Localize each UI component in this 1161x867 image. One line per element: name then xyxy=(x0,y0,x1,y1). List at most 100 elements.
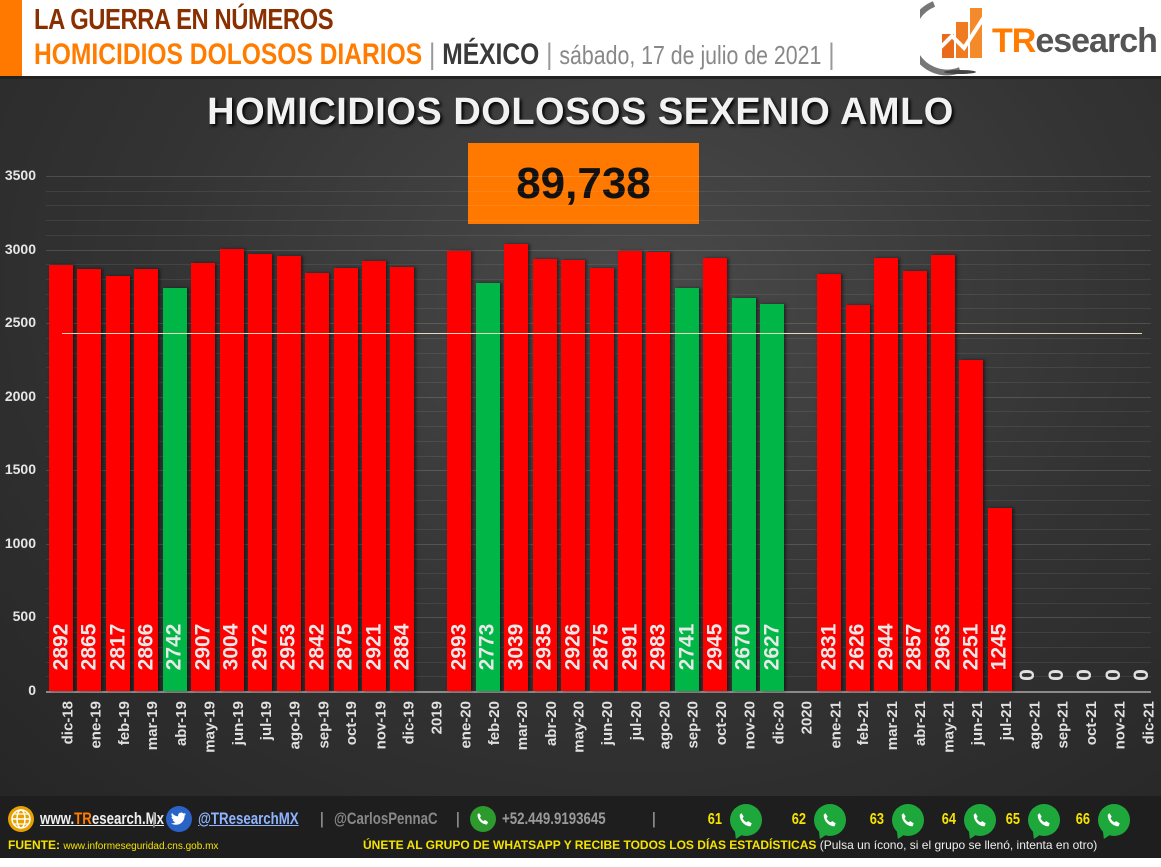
bar-sep-20: 2741 xyxy=(674,287,699,691)
bar-value-label: 1245 xyxy=(987,623,1011,671)
x-axis-label: ago-20 xyxy=(656,701,674,750)
whatsapp-icon[interactable] xyxy=(891,804,924,836)
x-axis-label: feb-20 xyxy=(485,701,503,746)
bar-sep-19: 2842 xyxy=(305,272,330,691)
whatsapp-icon[interactable] xyxy=(729,804,762,836)
header-accent-bar xyxy=(0,0,22,76)
bar-value-label: 2670 xyxy=(731,623,755,671)
bar-value-label: 2741 xyxy=(674,623,698,671)
x-axis-label: abr-21 xyxy=(912,701,930,747)
x-axis-label: 2019 xyxy=(428,701,446,735)
bar-value-label: 3004 xyxy=(219,623,243,671)
globe-icon xyxy=(8,806,34,832)
bar-ene-19: 2865 xyxy=(77,269,102,691)
bar-mar-20: 3039 xyxy=(504,243,529,691)
logo-chart-icon xyxy=(920,1,988,76)
x-axis-label: jun-19 xyxy=(229,701,247,746)
bar-value-label: 2866 xyxy=(134,623,158,671)
x-axis-label: feb-21 xyxy=(855,701,873,746)
phone-number: +52.449.9193645 xyxy=(502,809,606,828)
bar-value-label: 2963 xyxy=(930,623,954,671)
gridline xyxy=(46,220,1151,222)
bar-nov-19: 2921 xyxy=(361,261,386,691)
chart-area: HOMICIDIOS DOLOSOS SEXENIO AMLO 89,738 0… xyxy=(0,76,1161,796)
source-url[interactable]: www.informeseguridad.cns.gob.mx xyxy=(63,841,219,852)
tresearch-logo: TResearch xyxy=(920,0,1160,76)
x-axis-label: may-19 xyxy=(201,701,219,753)
footer-source-row: FUENTE: www.informeseguridad.cns.gob.mx … xyxy=(8,838,1158,852)
whatsapp-group-62[interactable]: 62 xyxy=(790,804,846,836)
whatsapp-icon[interactable] xyxy=(963,804,996,836)
whatsapp-group-65[interactable]: 65 xyxy=(1004,804,1060,836)
bar-value-label: 3039 xyxy=(504,623,528,671)
whatsapp-icon[interactable] xyxy=(1027,804,1060,836)
bar-jun-21: 2251 xyxy=(959,359,984,691)
bar-jul-20: 2991 xyxy=(618,250,642,691)
gridline xyxy=(46,264,1151,266)
personal-handle: @CarlosPennaC xyxy=(334,809,438,828)
phone-icon xyxy=(470,806,496,832)
bar-value-label: 2993 xyxy=(447,623,471,671)
gridline xyxy=(46,205,1151,207)
x-axis-label: jul-20 xyxy=(628,701,645,741)
bar-jun-20: 2875 xyxy=(589,267,614,691)
footer-contacts: www.TResearch.Mx | @TResearchMX | @Carlo… xyxy=(8,806,657,832)
header-subject: HOMICIDIOS DOLOSOS DIARIOS xyxy=(34,38,423,71)
twitter-link[interactable]: @TResearchMX xyxy=(198,809,299,828)
bar-value-label: 0 xyxy=(1101,669,1125,681)
chart-title: HOMICIDIOS DOLOSOS SEXENIO AMLO xyxy=(207,91,954,133)
whatsapp-group-63[interactable]: 63 xyxy=(868,804,924,836)
gridline xyxy=(46,234,1151,236)
bar-value-label: 2842 xyxy=(305,623,329,671)
website-link[interactable]: www.TResearch.Mx xyxy=(40,809,165,828)
y-axis-tick: 0 xyxy=(28,682,36,698)
bar-value-label: 0 xyxy=(1073,669,1097,681)
x-axis-label: mar-19 xyxy=(144,701,162,751)
x-axis-label: dic-19 xyxy=(400,701,418,745)
x-axis-label: mar-20 xyxy=(514,701,532,751)
gridline xyxy=(46,249,1151,251)
bar-value-label: 2935 xyxy=(532,623,556,671)
source-label: FUENTE: xyxy=(8,838,60,852)
bar-value-label: 0 xyxy=(1130,669,1154,681)
whatsapp-icon[interactable] xyxy=(1097,804,1130,836)
bar-value-label: 2817 xyxy=(105,623,129,671)
bar-value-label: 2831 xyxy=(817,623,841,671)
x-axis-label: ago-21 xyxy=(1026,701,1044,750)
bar-nov-20: 2670 xyxy=(731,298,756,691)
bar-value-label: 2953 xyxy=(276,623,300,671)
bar-value-label: 2945 xyxy=(703,623,727,671)
x-axis-baseline xyxy=(46,691,1151,693)
bar-abr-19: 2742 xyxy=(162,287,187,691)
bar-value-label: 0 xyxy=(1016,669,1040,681)
header-subtitle: HOMICIDIOS DOLOSOS DIARIOS | MÉXICO | sá… xyxy=(34,38,835,71)
x-axis-label: oct-19 xyxy=(343,701,361,746)
bar-value-label: 2892 xyxy=(49,623,72,671)
bar-value-label: 2251 xyxy=(959,623,983,671)
bar-value-label: 2742 xyxy=(162,623,186,671)
bar-may-21: 2963 xyxy=(930,255,955,691)
bar-dic-19: 2884 xyxy=(390,266,415,691)
bar-value-label: 2773 xyxy=(475,623,499,671)
twitter-icon xyxy=(166,806,192,832)
x-axis-label: may-21 xyxy=(940,701,958,753)
whatsapp-group-61[interactable]: 61 xyxy=(706,804,762,836)
bar-mar-21: 2944 xyxy=(874,257,899,691)
footer: www.TResearch.Mx | @TResearchMX | @Carlo… xyxy=(0,796,1161,858)
bar-value-label: 2983 xyxy=(646,623,670,671)
bar-value-label: 2921 xyxy=(361,623,385,671)
x-axis-label: abr-19 xyxy=(172,701,190,747)
bar-value-label: 2875 xyxy=(333,623,357,671)
bar-value-label: 2907 xyxy=(191,623,215,671)
average-reference-line xyxy=(62,333,1142,335)
whatsapp-cta: ÚNETE AL GRUPO DE WHATSAPP Y RECIBE TODO… xyxy=(363,838,1098,852)
whatsapp-group-64[interactable]: 64 xyxy=(940,804,996,836)
whatsapp-group-66[interactable]: 66 xyxy=(1074,804,1130,836)
bar-value-label: 0 xyxy=(1044,669,1068,681)
bar-ene-21: 2831 xyxy=(817,274,842,691)
gridline xyxy=(46,176,1151,177)
bar-oct-20: 2945 xyxy=(703,257,728,691)
whatsapp-icon[interactable] xyxy=(813,804,846,836)
x-axis-label: sep-19 xyxy=(315,701,333,749)
bar-oct-19: 2875 xyxy=(333,267,358,691)
